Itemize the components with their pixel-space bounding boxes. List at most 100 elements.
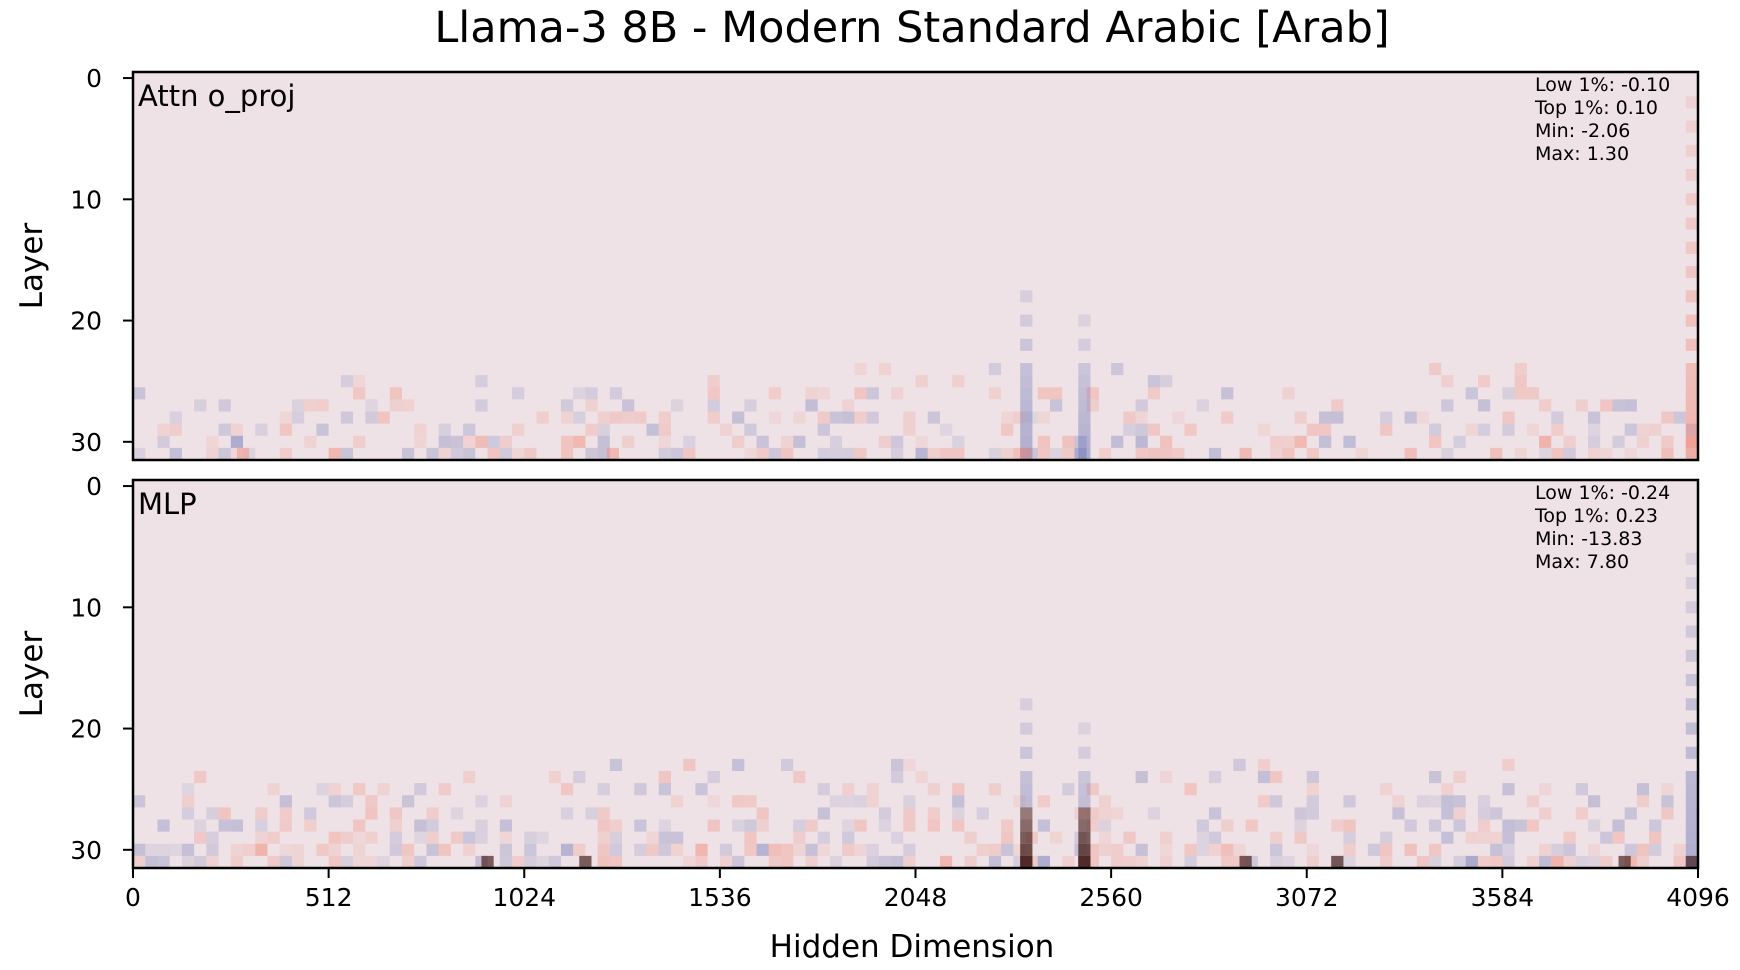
heatmap-cell	[1037, 795, 1050, 808]
heatmap-cell	[622, 399, 635, 412]
heatmap-cell	[1270, 795, 1283, 808]
heatmap-cell	[536, 831, 549, 844]
heatmap-cell	[1502, 855, 1515, 868]
heatmap-cell	[328, 843, 341, 856]
heatmap-cell	[181, 795, 195, 808]
heatmap-cell	[230, 423, 244, 436]
heatmap-cell	[658, 435, 671, 448]
heatmap-cell	[1020, 399, 1033, 412]
attn-heatmap-background	[133, 72, 1698, 460]
heatmap-cell	[1257, 771, 1271, 784]
heatmap-cell	[597, 423, 610, 436]
mlp-stat-max: Max: 7.80	[1535, 551, 1629, 573]
heatmap-cell	[1135, 399, 1148, 412]
heatmap-cell	[536, 411, 549, 424]
heatmap-cell	[1502, 423, 1515, 436]
heatmap-cell	[291, 843, 305, 856]
heatmap-cell	[1098, 447, 1112, 460]
heatmap-cell	[304, 807, 317, 820]
heatmap-cell	[1160, 831, 1173, 844]
heatmap-cell	[939, 447, 953, 460]
heatmap-cell	[891, 831, 904, 844]
heatmap-cell	[353, 375, 366, 388]
heatmap-cell	[1196, 819, 1209, 832]
heatmap-cell	[1001, 819, 1014, 832]
heatmap-cell	[426, 819, 439, 832]
y-tick-label: 30	[70, 428, 102, 457]
heatmap-cell	[1477, 399, 1491, 412]
heatmap-cell	[279, 795, 292, 808]
heatmap-cell	[1160, 855, 1173, 868]
heatmap-cell	[255, 819, 268, 832]
heatmap-cell	[1453, 819, 1466, 832]
heatmap-cell	[683, 447, 696, 460]
heatmap-cell	[1270, 831, 1283, 844]
heatmap-cell	[1526, 423, 1540, 436]
heatmap-cell	[695, 783, 708, 796]
heatmap-cell	[866, 795, 879, 808]
heatmap-cell	[1001, 447, 1014, 460]
heatmap-cell	[1062, 783, 1075, 796]
heatmap-cell	[842, 411, 855, 424]
heatmap-cell	[952, 819, 965, 832]
heatmap-cell	[793, 819, 806, 832]
heatmap-cell	[1551, 411, 1564, 424]
heatmap-cell	[218, 807, 231, 820]
x-tick-label: 1536	[688, 883, 752, 912]
heatmap-cell	[1441, 783, 1454, 796]
heatmap-cell	[414, 423, 427, 436]
heatmap-cell	[1221, 855, 1234, 868]
heatmap-cell	[1020, 819, 1033, 832]
heatmap-cell	[1257, 423, 1271, 436]
heatmap-cell	[597, 819, 610, 832]
heatmap-cell	[1624, 423, 1637, 436]
heatmap-cell	[817, 807, 830, 820]
heatmap-cell	[1392, 795, 1405, 808]
heatmap-cell	[744, 843, 757, 856]
heatmap-cell	[658, 783, 671, 796]
heatmap-cell	[878, 363, 892, 376]
heatmap-cell	[1074, 435, 1087, 448]
heatmap-cell	[903, 819, 916, 832]
heatmap-cell	[1078, 843, 1091, 856]
heatmap-cell	[695, 843, 708, 856]
heatmap-cell	[279, 423, 292, 436]
heatmap-cell	[1575, 399, 1588, 412]
heatmap-cell	[1551, 423, 1564, 436]
heatmap-cell	[255, 807, 268, 820]
heatmap-cell	[1318, 423, 1332, 436]
heatmap-cell	[218, 423, 231, 436]
heatmap-cell	[1477, 375, 1491, 388]
heatmap-cell	[206, 855, 219, 868]
heatmap-cell	[622, 411, 635, 424]
y-tick-label: 20	[70, 715, 102, 744]
heatmap-cell	[939, 855, 953, 868]
heatmap-cell	[236, 447, 250, 460]
heatmap-cell	[1685, 423, 1698, 436]
heatmap-cell	[1020, 435, 1033, 448]
heatmap-cell	[768, 411, 782, 424]
heatmap-cell	[328, 831, 341, 844]
heatmap-cell	[1184, 783, 1197, 796]
heatmap-cell	[1135, 411, 1148, 424]
heatmap-cell	[1685, 435, 1698, 448]
attn-heatmap-cells	[133, 96, 1698, 460]
heatmap-cell	[1685, 674, 1698, 687]
heatmap-cell	[267, 783, 280, 796]
heatmap-cell	[499, 447, 513, 460]
heatmap-cell	[1673, 411, 1686, 424]
heatmap-cell	[781, 435, 794, 448]
heatmap-cell	[1685, 144, 1698, 157]
heatmap-cell	[597, 831, 610, 844]
heatmap-cell	[1453, 771, 1466, 784]
heatmap-cell	[414, 831, 427, 844]
heatmap-cell	[1465, 831, 1478, 844]
heatmap-cell	[1020, 722, 1033, 735]
heatmap-cell	[1306, 843, 1319, 856]
heatmap-cell	[1539, 447, 1552, 460]
heatmap-cell	[316, 843, 329, 856]
heatmap-cell	[340, 447, 354, 460]
heatmap-cell	[793, 771, 806, 784]
heatmap-cell	[756, 807, 769, 820]
heatmap-cell	[1160, 447, 1173, 460]
